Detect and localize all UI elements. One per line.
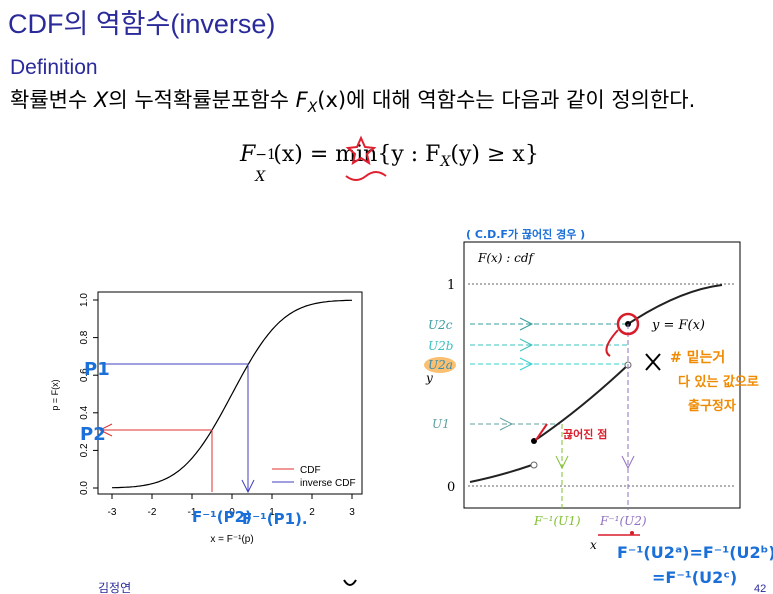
cdf-box-label: F(x) : cdf	[477, 251, 536, 265]
left-plot: CDF inverse CDF -3 -2 -1 0 1 2 3 0.0 0.2 0.4 0.6 0…	[50, 291, 363, 545]
p2-note: P2	[80, 424, 106, 445]
y-tick-label: 0.2	[79, 443, 90, 457]
y-tick-label: 0.8	[79, 330, 90, 344]
x-tick-label: -3	[108, 507, 117, 518]
svg-text:김정연: 김정연	[98, 581, 131, 594]
x-tick-label: 0	[229, 507, 235, 518]
right-plot: ( C.D.F가 끊어진 경우 ) F(x) : cdf 1 0 U2c U2b…	[424, 227, 741, 552]
svg-text:0: 0	[447, 480, 455, 495]
x-tick-label: 1	[269, 507, 275, 518]
svg-text:끊어진 점: 끊어진 점	[563, 427, 607, 441]
svg-text:출구정자: 출구정자	[688, 398, 736, 414]
svg-text:=F⁻¹(U2ᶜ): =F⁻¹(U2ᶜ)	[652, 568, 737, 587]
star-annotation	[345, 135, 387, 181]
definition-text: 확률변수 X의 누적확률분포함수 FX(x)에 대해 역함수는 다음과 같이 정…	[10, 88, 696, 116]
y-tick-label: 0.6	[79, 368, 90, 382]
svg-text:F⁻¹(U2): F⁻¹(U2)	[599, 514, 647, 528]
y-tick-label: 0.0	[79, 481, 90, 495]
svg-text:U2a: U2a	[428, 358, 453, 372]
legend-cdf: CDF	[300, 465, 321, 476]
p1-note: P1	[84, 359, 110, 380]
x-tick-label: 2	[309, 507, 315, 518]
x-tick-label: -1	[188, 507, 197, 518]
top-note: ( C.D.F가 끊어진 경우 )	[466, 227, 585, 241]
definition-label: Definition	[10, 56, 98, 79]
svg-text:F⁻¹(U1): F⁻¹(U1)	[533, 514, 581, 528]
x-tick-label: 3	[349, 507, 355, 518]
curve-label: y = F(x)	[651, 318, 705, 333]
svg-text:U2b: U2b	[428, 339, 453, 353]
fp2-note: F⁻¹(P2)	[192, 508, 252, 526]
legend-inverse: inverse CDF	[300, 478, 356, 489]
svg-text:F⁻¹(U2ᵃ)=F⁻¹(U2ᵇ): F⁻¹(U2ᵃ)=F⁻¹(U2ᵇ)	[617, 543, 773, 562]
cdf-curve	[112, 299, 352, 489]
inverse-formula: F −1 X (x) = min{y : FX(y) ≥ x}	[240, 142, 539, 185]
svg-text:x: x	[590, 538, 597, 552]
svg-text:42: 42	[754, 583, 766, 594]
left-xlabel: x = F⁻¹(p)	[210, 534, 253, 545]
fp1-note: F⁻¹(P1).	[242, 510, 308, 528]
svg-text:y: y	[425, 371, 433, 385]
svg-text:다 있는 값으로: 다 있는 값으로	[678, 374, 759, 390]
x-tick-label: -2	[148, 507, 157, 518]
y-tick-label: 1.0	[79, 293, 90, 307]
svg-text:# 밑는거: # 밑는거	[670, 349, 725, 366]
y-tick-label: 0.4	[79, 405, 90, 419]
svg-text:U2c: U2c	[428, 318, 453, 332]
slide-title: CDF의 역함수(inverse)	[8, 9, 276, 39]
left-ylabel: p = F(x)	[50, 379, 60, 410]
svg-text:1: 1	[447, 278, 455, 293]
svg-text:U1: U1	[432, 417, 450, 431]
